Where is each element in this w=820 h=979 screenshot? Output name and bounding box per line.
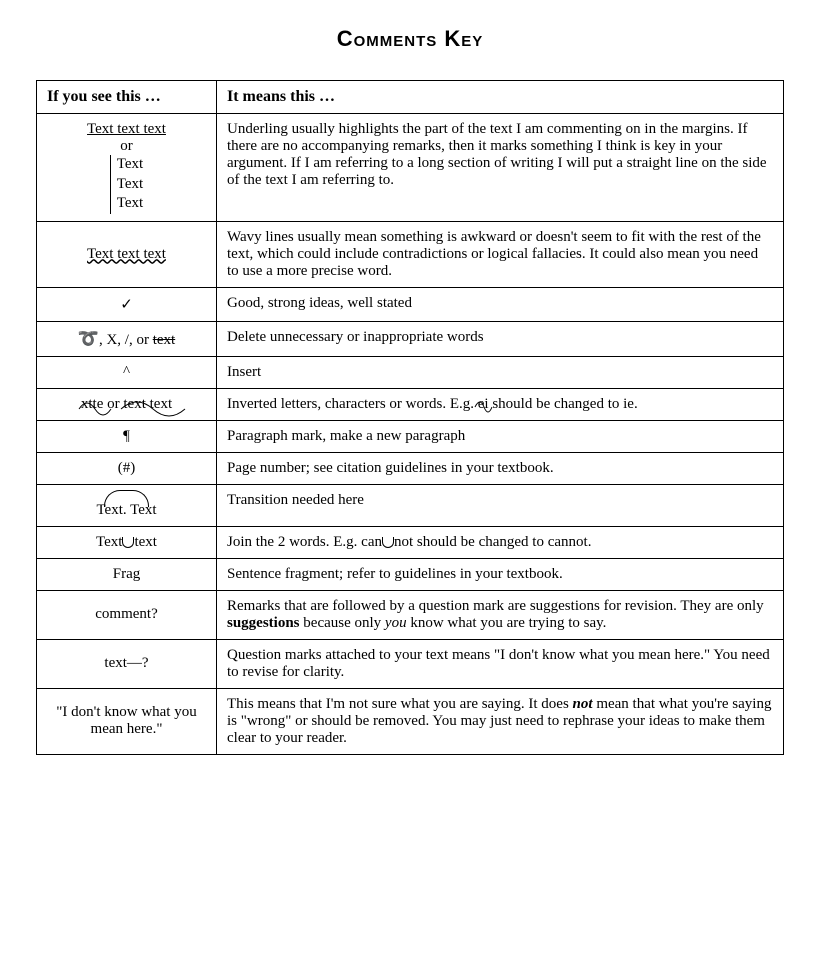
col-header-symbol: If you see this …	[37, 81, 217, 114]
underline-sample: Text text text	[87, 121, 166, 137]
table-row: comment? Remarks that are followed by a …	[37, 590, 784, 639]
symbol-underline: Text text text or Text Text Text	[37, 114, 217, 222]
meaning-join: Join the 2 words. E.g. cannot should be …	[217, 526, 784, 558]
symbol-idk: "I don't know what you mean here."	[37, 688, 217, 754]
symbol-invert: xtte or text text	[37, 388, 217, 420]
wavy-sample: Text text text	[87, 246, 166, 262]
meaning-textq: Question marks attached to your text mea…	[217, 639, 784, 688]
table-row: ✓ Good, strong ideas, well stated	[37, 287, 784, 321]
meaning-invert: Inverted letters, characters or words. E…	[217, 388, 784, 420]
col-header-meaning: It means this …	[217, 81, 784, 114]
italic-you: you	[385, 615, 407, 631]
table-row: (#) Page number; see citation guidelines…	[37, 452, 784, 484]
join-icon	[382, 537, 394, 548]
arc-sample: Text. Text	[96, 492, 156, 519]
page: Comments Key If you see this … It means …	[0, 0, 820, 785]
table-header-row: If you see this … It means this …	[37, 81, 784, 114]
delete-loop-icon: ➰	[78, 329, 99, 348]
page-title: Comments Key	[36, 26, 784, 52]
symbol-textq: text—?	[37, 639, 217, 688]
check-icon: ✓	[120, 297, 133, 313]
table-row: Texttext Join the 2 words. E.g. cannot s…	[37, 526, 784, 558]
symbol-commentq: comment?	[37, 590, 217, 639]
table-row: Frag Sentence fragment; refer to guideli…	[37, 558, 784, 590]
meaning-transition: Transition needed here	[217, 484, 784, 526]
table-row: "I don't know what you mean here." This …	[37, 688, 784, 754]
swap-wave-icon	[472, 393, 494, 415]
bold-suggestions: suggestions	[227, 615, 300, 631]
or-label: or	[120, 138, 133, 154]
meaning-commentq: Remarks that are followed by a question …	[217, 590, 784, 639]
table-row: ¶ Paragraph mark, make a new paragraph	[37, 420, 784, 452]
meaning-pagenum: Page number; see citation guidelines in …	[217, 452, 784, 484]
symbol-wavy: Text text text	[37, 221, 217, 287]
swap-sample-a: xtte	[81, 396, 104, 413]
sidebar-sample: Text Text Text	[110, 155, 143, 214]
meaning-wavy: Wavy lines usually mean something is awk…	[217, 221, 784, 287]
symbol-delete: ➰, X, /, or text	[37, 321, 217, 356]
join-icon	[122, 537, 134, 548]
swap-sample-b: text text	[123, 396, 172, 413]
symbol-insert: ^	[37, 356, 217, 388]
meaning-frag: Sentence fragment; refer to guidelines i…	[217, 558, 784, 590]
caret-icon: ^	[123, 364, 130, 380]
symbol-join: Texttext	[37, 526, 217, 558]
meaning-pilcrow: Paragraph mark, make a new paragraph	[217, 420, 784, 452]
swap-wave-icon	[117, 393, 193, 417]
meaning-insert: Insert	[217, 356, 784, 388]
table-row: Text text text or Text Text Text Underli…	[37, 114, 784, 222]
table-row: xtte or text text Inverted letters, char…	[37, 388, 784, 420]
strike-sample: text	[153, 332, 176, 348]
meaning-underline: Underling usually highlights the part of…	[217, 114, 784, 222]
symbol-pagenum: (#)	[37, 452, 217, 484]
bold-not: not	[573, 696, 593, 712]
symbol-transition: Text. Text	[37, 484, 217, 526]
pilcrow-icon: ¶	[123, 428, 130, 444]
comments-key-table: If you see this … It means this … Text t…	[36, 80, 784, 755]
table-row: Text text text Wavy lines usually mean s…	[37, 221, 784, 287]
table-row: text—? Question marks attached to your t…	[37, 639, 784, 688]
meaning-idk: This means that I'm not sure what you ar…	[217, 688, 784, 754]
symbol-pilcrow: ¶	[37, 420, 217, 452]
symbol-frag: Frag	[37, 558, 217, 590]
meaning-check: Good, strong ideas, well stated	[217, 287, 784, 321]
symbol-check: ✓	[37, 287, 217, 321]
meaning-delete: Delete unnecessary or inappropriate word…	[217, 321, 784, 356]
swap-eg: ei	[478, 396, 489, 413]
table-row: ➰, X, /, or text Delete unnecessary or i…	[37, 321, 784, 356]
table-row: ^ Insert	[37, 356, 784, 388]
swap-wave-icon	[75, 393, 119, 417]
table-row: Text. Text Transition needed here	[37, 484, 784, 526]
